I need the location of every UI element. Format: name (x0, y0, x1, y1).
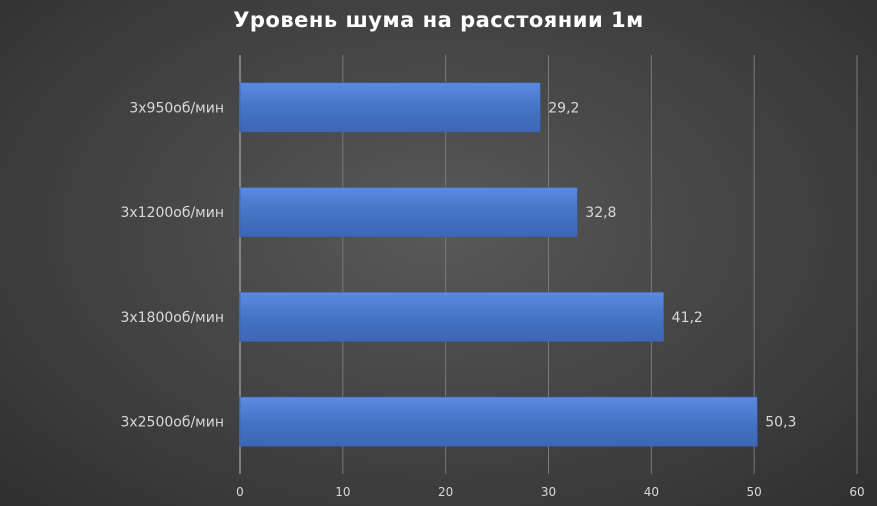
bar (239, 396, 758, 447)
x-tick-label: 10 (335, 485, 350, 499)
category-label: 3x2500об/мин (120, 415, 224, 431)
bar (239, 291, 664, 342)
category-label: 3x1200об/мин (120, 205, 224, 221)
x-tick-label: 20 (438, 485, 453, 499)
data-label: 29,2 (548, 100, 579, 116)
category-label: 3x1800об/мин (120, 310, 224, 326)
bar (239, 187, 578, 238)
data-label: 50,3 (765, 415, 796, 431)
x-tick-label: 50 (747, 485, 762, 499)
bar (239, 82, 541, 133)
x-tick-label: 40 (644, 485, 659, 499)
data-label: 41,2 (672, 310, 703, 326)
x-tick-label: 30 (541, 485, 556, 499)
chart-title: Уровень шума на расстоянии 1м (233, 8, 644, 32)
data-label: 32,8 (585, 205, 616, 221)
x-tick-label: 60 (849, 485, 864, 499)
category-label: 3x950об/мин (129, 100, 224, 116)
x-tick-label: 0 (236, 485, 244, 499)
